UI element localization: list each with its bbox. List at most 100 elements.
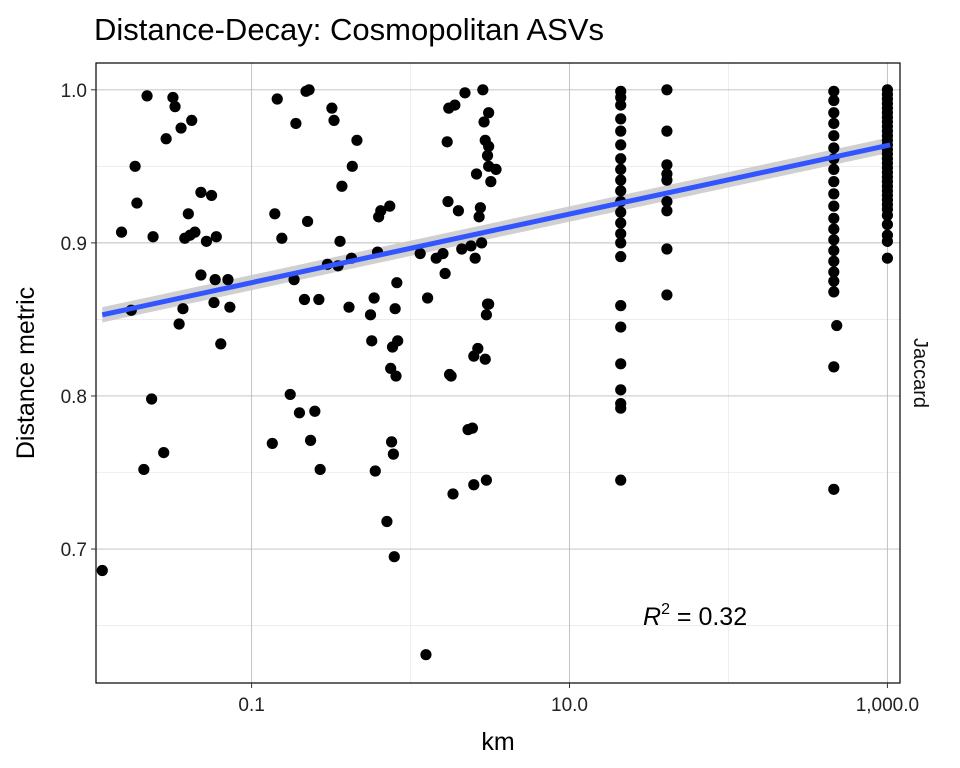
data-point bbox=[828, 107, 840, 119]
data-point bbox=[828, 244, 840, 257]
data-point bbox=[661, 125, 673, 137]
data-point bbox=[661, 84, 673, 96]
data-point bbox=[615, 237, 627, 249]
data-point bbox=[828, 188, 840, 200]
data-point bbox=[195, 269, 207, 281]
data-point bbox=[828, 142, 840, 154]
r-squared-value: = 0.32 bbox=[670, 603, 747, 631]
data-point bbox=[615, 251, 627, 263]
data-point bbox=[476, 237, 488, 249]
data-point bbox=[479, 353, 491, 365]
fit-line bbox=[101, 142, 891, 318]
data-point bbox=[304, 434, 317, 446]
data-point bbox=[205, 189, 218, 202]
data-point bbox=[828, 255, 840, 267]
data-point bbox=[131, 197, 143, 209]
data-point bbox=[389, 303, 401, 315]
data-point bbox=[483, 107, 495, 119]
data-point bbox=[470, 168, 483, 180]
data-point bbox=[661, 159, 673, 171]
data-point bbox=[480, 474, 492, 486]
data-point bbox=[828, 130, 840, 142]
data-point bbox=[459, 87, 471, 99]
data-point bbox=[288, 274, 300, 286]
data-point bbox=[293, 407, 306, 419]
data-points bbox=[96, 84, 894, 661]
data-point bbox=[828, 200, 840, 212]
data-point bbox=[420, 649, 432, 661]
chart-title: Distance-Decay: Cosmopolitan ASVs bbox=[94, 12, 604, 47]
data-point bbox=[828, 85, 840, 97]
data-point bbox=[661, 205, 673, 217]
data-point bbox=[881, 235, 894, 247]
data-point bbox=[828, 94, 840, 107]
data-point bbox=[368, 292, 380, 304]
data-point bbox=[439, 267, 451, 280]
data-point bbox=[615, 125, 627, 137]
data-point bbox=[146, 393, 158, 405]
data-point bbox=[480, 309, 492, 321]
data-point bbox=[452, 205, 464, 217]
y-tick-label: 0.7 bbox=[61, 540, 87, 561]
data-point bbox=[456, 243, 468, 255]
data-point bbox=[375, 205, 387, 217]
data-point bbox=[615, 99, 627, 111]
data-point bbox=[167, 91, 179, 104]
data-point bbox=[828, 286, 840, 298]
data-point bbox=[615, 153, 627, 165]
data-point bbox=[828, 117, 840, 130]
data-point bbox=[478, 116, 490, 128]
data-point bbox=[314, 463, 326, 476]
data-point bbox=[303, 84, 315, 96]
data-point bbox=[615, 321, 627, 333]
data-point bbox=[485, 176, 497, 188]
y-tick-label: 1.0 bbox=[61, 81, 87, 102]
data-point bbox=[449, 99, 461, 111]
data-point bbox=[388, 551, 400, 563]
data-point bbox=[186, 114, 198, 127]
data-point bbox=[466, 422, 478, 434]
data-point bbox=[328, 114, 340, 127]
data-point bbox=[615, 185, 627, 197]
data-point bbox=[384, 200, 396, 212]
data-point bbox=[182, 208, 194, 220]
facet-strip-label: Jaccard bbox=[909, 338, 931, 408]
axis-ticks: 0.1 10.0 1,000.0 0.7 0.8 0.9 1.0 bbox=[61, 81, 920, 716]
data-point bbox=[661, 195, 673, 208]
data-point bbox=[445, 370, 457, 382]
data-point bbox=[222, 274, 234, 286]
data-point bbox=[276, 232, 288, 244]
data-point bbox=[437, 247, 449, 260]
data-point bbox=[474, 202, 486, 214]
data-point bbox=[351, 134, 363, 146]
data-point bbox=[615, 384, 627, 396]
x-tick-label: 0.1 bbox=[238, 695, 264, 716]
data-point bbox=[129, 160, 141, 172]
data-point bbox=[266, 437, 278, 450]
data-point bbox=[334, 235, 346, 247]
data-point bbox=[313, 293, 325, 306]
data-point bbox=[615, 113, 627, 125]
data-point bbox=[391, 277, 403, 289]
data-point bbox=[615, 402, 627, 414]
data-point bbox=[473, 211, 485, 223]
data-point bbox=[364, 309, 377, 321]
data-point bbox=[189, 226, 201, 238]
data-point bbox=[414, 247, 426, 260]
data-point bbox=[831, 319, 843, 332]
data-point bbox=[208, 296, 220, 309]
data-point bbox=[615, 174, 627, 186]
data-point bbox=[210, 231, 222, 243]
data-point bbox=[158, 447, 170, 459]
data-point bbox=[160, 133, 172, 145]
data-point bbox=[200, 235, 213, 247]
data-point bbox=[169, 101, 181, 113]
data-point bbox=[828, 163, 840, 175]
data-point bbox=[147, 231, 159, 243]
data-point bbox=[615, 206, 627, 218]
data-point bbox=[661, 243, 673, 255]
data-point bbox=[441, 136, 453, 148]
data-point bbox=[881, 252, 894, 264]
data-point bbox=[387, 448, 399, 460]
data-point bbox=[215, 338, 227, 350]
